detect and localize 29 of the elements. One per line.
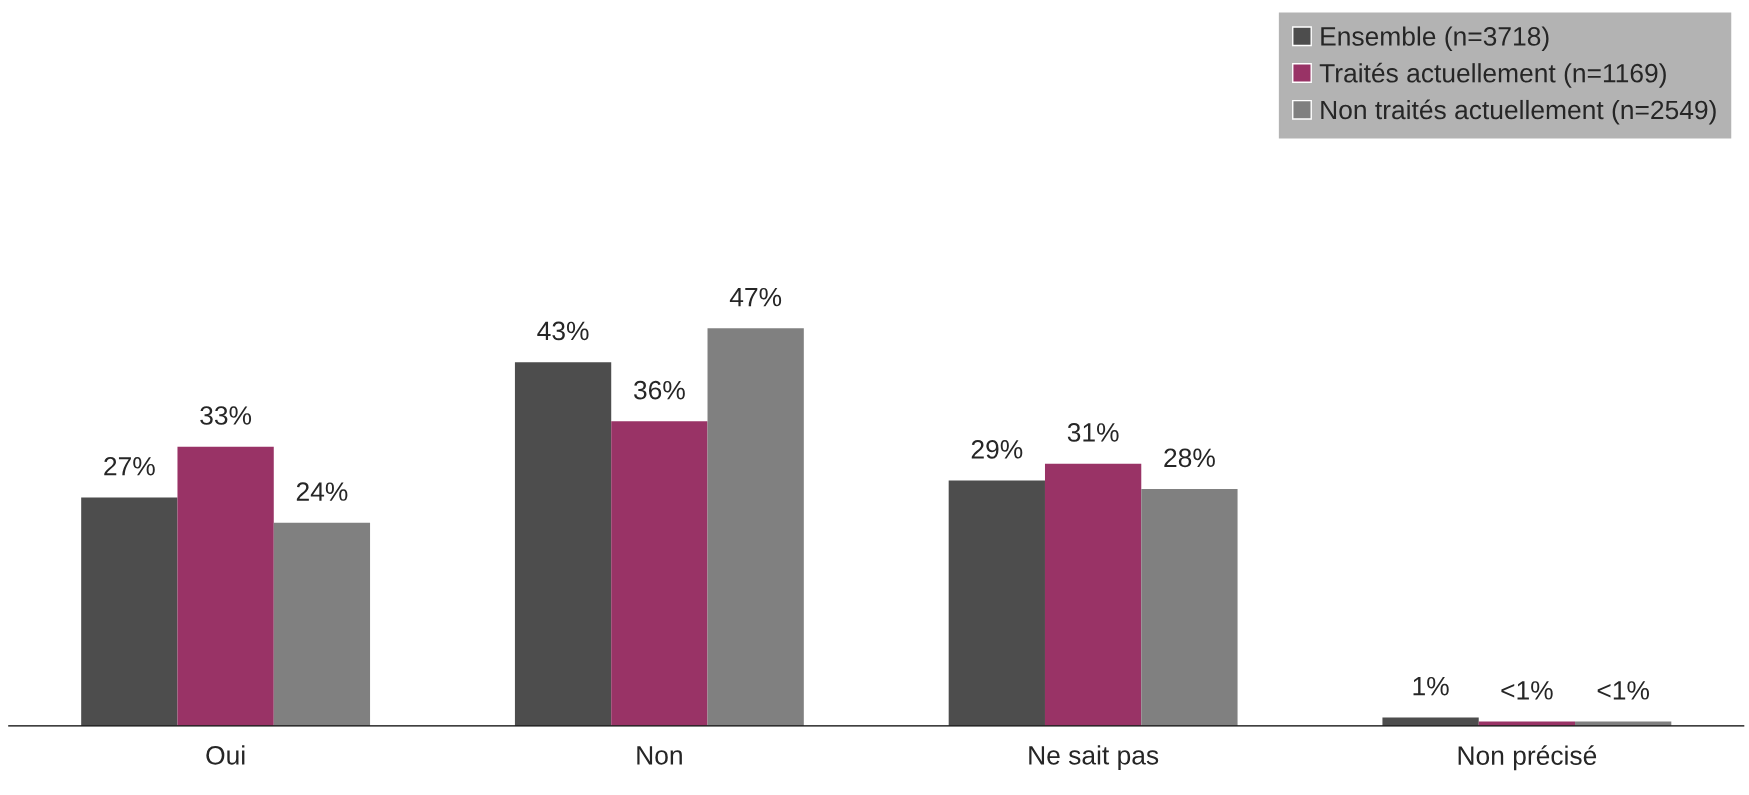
legend-label: Ensemble (n=3718) (1321, 26, 1549, 51)
data-label: 36% (633, 380, 685, 400)
legend-label: Traités actuellement (n=1169) (1319, 62, 1666, 88)
bar (1382, 717, 1479, 726)
data-label: 29% (971, 440, 1023, 459)
bar (1141, 489, 1238, 726)
bar (177, 446, 274, 726)
bar (948, 480, 1045, 726)
bar (611, 421, 708, 726)
bar (81, 497, 178, 726)
data-label: 1% (1413, 676, 1449, 696)
bar (707, 328, 804, 726)
x-tick-label: Oui (206, 745, 245, 765)
bar (1044, 463, 1142, 726)
bar (514, 362, 612, 726)
data-label: 43% (537, 321, 589, 341)
x-tick-label: Non précisé (1458, 745, 1597, 771)
x-tick-label: Ne sait pas (1029, 745, 1159, 770)
data-label: <1% (1597, 681, 1650, 700)
data-label: 47% (729, 287, 782, 307)
legend-label: Non traités actuellement (n=2549) (1321, 99, 1716, 125)
data-label: 33% (200, 406, 252, 425)
bar (273, 522, 371, 726)
data-label: 24% (296, 482, 348, 501)
data-label: 28% (1164, 448, 1215, 468)
data-label: 31% (1067, 423, 1119, 442)
data-label: 27% (104, 456, 155, 476)
data-label: <1% (1501, 681, 1553, 700)
x-tick-label: Non (637, 746, 682, 765)
